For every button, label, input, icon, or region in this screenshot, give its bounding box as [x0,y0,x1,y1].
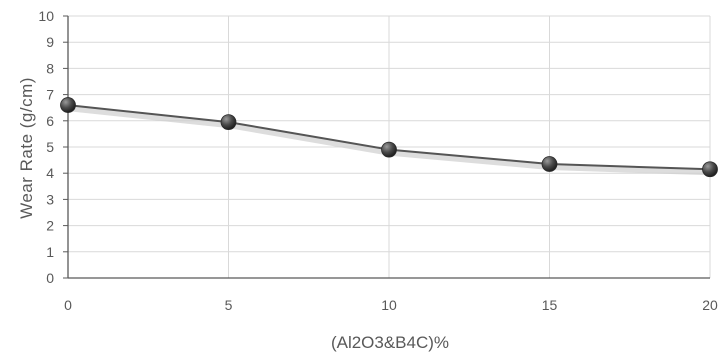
x-tick-label: 0 [64,297,72,313]
data-point [702,161,718,178]
series-layer [60,97,718,178]
y-tick-label: 2 [46,218,54,234]
y-tick-label: 0 [46,270,54,286]
x-tick-label: 15 [542,297,558,313]
x-tick-label: 10 [381,297,397,313]
data-point [541,156,558,172]
y-tick-label: 9 [46,34,54,50]
data-point [60,97,76,113]
y-tick-label: 4 [46,165,54,181]
x-tick-label: 5 [225,297,233,313]
axes [63,15,710,279]
tick-labels: 0 1 2 3 4 5 6 7 8 9 10 0 5 10 15 20 [38,8,718,313]
y-tick-label: 8 [46,60,54,76]
y-tick-label: 3 [46,191,54,207]
data-point [381,141,397,158]
y-tick-label: 6 [46,113,54,129]
y-axis-title: Wear Rate (g/cm) [17,77,36,219]
x-tick-label: 20 [702,297,718,313]
y-tick-label: 5 [46,139,54,155]
y-tick-label: 1 [46,244,54,260]
x-axis-title: (Al2O3&B4C)% [331,333,449,352]
y-tick-label: 7 [46,87,54,103]
y-tick-label: 10 [38,8,54,24]
data-point [220,114,237,131]
